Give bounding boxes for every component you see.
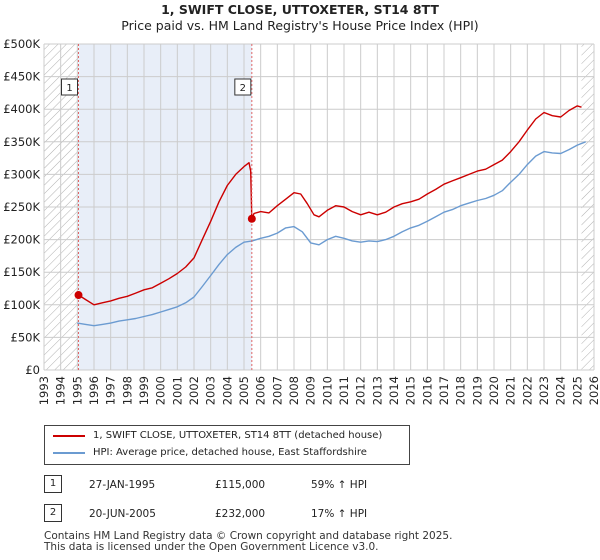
x-tick-label: 2004 bbox=[220, 376, 234, 405]
y-tick-label: £200K bbox=[3, 233, 40, 247]
legend-swatch-hpi bbox=[53, 452, 85, 454]
transaction-date: 27-JAN-1995 bbox=[89, 479, 156, 491]
footer: Contains HM Land Registry data © Crown c… bbox=[44, 531, 452, 553]
transaction-number: 1 bbox=[44, 475, 62, 493]
sale-marker-box bbox=[234, 78, 252, 96]
x-tick-label: 2007 bbox=[270, 376, 284, 405]
transaction-date: 20-JUN-2005 bbox=[89, 508, 156, 520]
x-tick-label: 1998 bbox=[120, 376, 134, 405]
y-tick-label: £50K bbox=[11, 330, 41, 344]
x-tick-label: 2009 bbox=[304, 376, 318, 405]
x-tick-label: 1997 bbox=[104, 376, 118, 405]
y-tick-label: £350K bbox=[3, 135, 40, 149]
x-tick-label: 2013 bbox=[370, 376, 384, 405]
sale-marker-label: 1 bbox=[66, 83, 72, 94]
x-tick-label: 2016 bbox=[420, 376, 434, 405]
transaction-hpi-change: 59% ↑ HPI bbox=[311, 479, 368, 491]
x-tick-label: 2000 bbox=[154, 376, 168, 405]
chart-title: 1, SWIFT CLOSE, UTTOXETER, ST14 8TT bbox=[161, 2, 439, 17]
transaction-number: 2 bbox=[44, 504, 62, 522]
x-tick-label: 2005 bbox=[237, 376, 251, 405]
sale-point bbox=[247, 214, 256, 223]
x-tick-label: 2020 bbox=[487, 376, 501, 405]
x-tick-label: 1995 bbox=[70, 376, 84, 405]
chart-subtitle: Price paid vs. HM Land Registry's House … bbox=[121, 18, 479, 33]
x-tick-label: 2019 bbox=[470, 376, 484, 405]
sale-marker-label: 2 bbox=[240, 83, 246, 94]
y-tick-label: £400K bbox=[3, 102, 40, 116]
x-tick-label: 1996 bbox=[87, 376, 101, 405]
y-tick-label: £0 bbox=[25, 363, 40, 377]
property-price-line bbox=[78, 105, 582, 306]
legend-swatch-property bbox=[53, 435, 85, 437]
x-tick-label: 2011 bbox=[337, 376, 351, 405]
x-tick-label: 2026 bbox=[587, 376, 600, 405]
x-tick-label: 2014 bbox=[387, 376, 401, 405]
x-tick-label: 1999 bbox=[137, 376, 151, 405]
x-tick-label: 2017 bbox=[437, 376, 451, 405]
x-tick-label: 1994 bbox=[54, 376, 68, 405]
x-tick-label: 2010 bbox=[320, 376, 334, 405]
transaction-price: £232,000 bbox=[215, 508, 266, 520]
footer-copyright: Contains HM Land Registry data © Crown c… bbox=[44, 530, 453, 542]
footer-licence: This data is licensed under the Open Gov… bbox=[44, 541, 379, 553]
x-tick-label: 2001 bbox=[170, 376, 184, 405]
x-tick-label: 2015 bbox=[404, 376, 418, 405]
x-tick-label: 2023 bbox=[537, 376, 551, 405]
legend: 1, SWIFT CLOSE, UTTOXETER, ST14 8TT (det… bbox=[44, 425, 410, 465]
legend-label-hpi: HPI: Average price, detached house, East… bbox=[93, 447, 367, 458]
y-tick-label: £250K bbox=[3, 200, 40, 214]
x-tick-label: 2024 bbox=[554, 376, 568, 405]
y-tick-label: £450K bbox=[3, 70, 40, 84]
sale-marker-box bbox=[61, 78, 78, 96]
x-tick-label: 2003 bbox=[204, 376, 218, 405]
transaction-price: £115,000 bbox=[215, 479, 266, 491]
y-tick-label: £500K bbox=[3, 37, 40, 51]
x-tick-label: 2002 bbox=[187, 376, 201, 405]
x-tick-label: 2018 bbox=[454, 376, 468, 405]
x-tick-label: 2021 bbox=[504, 376, 518, 405]
hpi-line bbox=[77, 141, 586, 327]
transaction-hpi-change: 17% ↑ HPI bbox=[311, 508, 368, 520]
legend-label-property: 1, SWIFT CLOSE, UTTOXETER, ST14 8TT (det… bbox=[93, 430, 383, 441]
y-tick-label: £100K bbox=[3, 298, 40, 312]
x-tick-label: 2006 bbox=[254, 376, 268, 405]
x-tick-label: 2022 bbox=[520, 376, 534, 405]
x-tick-label: 2008 bbox=[287, 376, 301, 405]
x-tick-label: 1993 bbox=[37, 376, 51, 405]
y-tick-label: £150K bbox=[3, 265, 40, 279]
sale-point bbox=[74, 291, 83, 300]
x-tick-label: 2025 bbox=[570, 376, 584, 405]
y-tick-label: £300K bbox=[3, 167, 40, 181]
x-tick-label: 2012 bbox=[354, 376, 368, 405]
